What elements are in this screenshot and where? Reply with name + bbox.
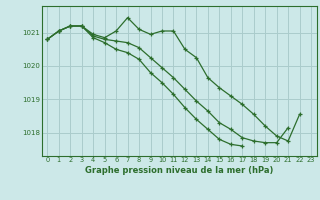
- X-axis label: Graphe pression niveau de la mer (hPa): Graphe pression niveau de la mer (hPa): [85, 166, 273, 175]
